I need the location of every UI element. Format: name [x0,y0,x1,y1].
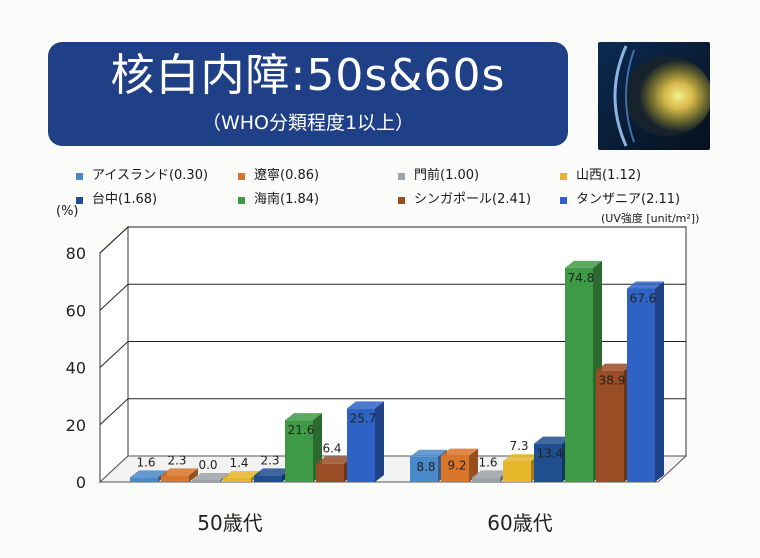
legend-swatch [560,196,567,204]
bar [410,456,438,482]
legend-label: 遼寧(0.86) [254,168,320,183]
data-label: 38.9 [599,374,626,388]
legend-swatch [238,196,245,204]
bar-side [375,401,384,482]
bar-top [627,281,664,289]
legend-label: 海南(1.84) [254,192,320,207]
gridline [99,398,686,426]
bar [534,443,562,482]
bar-top [316,456,353,464]
data-label: 74.8 [568,271,595,285]
legend-label: 台中(1.68) [92,192,158,207]
bar-side [189,468,198,482]
bar-top [565,260,602,268]
bar-side [469,448,478,482]
bar [503,461,531,482]
bar-top [130,470,167,478]
legend-label: 山西(1.12) [576,168,642,183]
data-label: 13.4 [537,447,564,461]
chart-title: 核白内障:50s&60s [110,50,506,101]
legend-swatch [238,172,245,180]
legend-swatch [76,196,83,204]
bar-top [441,448,478,456]
bar [223,477,251,482]
legend-item: 門前(1.00) [398,167,479,185]
x-category-label: 60歳代 [487,511,552,535]
legend-item: タンザニア(2.11) [560,191,680,209]
uv-intensity-label: (UV強度 [unit/m²]) [601,212,700,225]
bar [627,288,655,482]
y-tick-label: 40 [66,359,86,378]
y-axis-unit-label: (%) [56,204,79,219]
data-label: 1.6 [478,455,497,469]
data-label: 25.7 [350,411,377,425]
legend-label: シンガポール(2.41) [414,192,532,207]
legend-item: 遼寧(0.86) [238,167,319,185]
bar [596,370,624,482]
legend-item: 台中(1.68) [76,191,157,209]
legend-swatch [560,172,567,180]
data-label: 1.6 [136,455,155,469]
bar-top [161,468,198,476]
cataract-eye-image [598,42,710,150]
y-tick-label: 80 [66,244,86,263]
title-banner: 核白内障:50s&60s （WHO分類程度1以上） [48,42,568,146]
bar [316,463,344,482]
gridline [99,226,686,254]
y-tick-label: 20 [66,416,86,435]
gridline [99,283,686,311]
bar [472,477,500,482]
data-label: 8.8 [416,460,435,474]
data-label: 7.3 [509,439,528,453]
x-category-label: 50歳代 [197,511,262,535]
data-label: 9.2 [447,459,466,473]
data-label: 1.4 [229,456,248,470]
legend-item: 海南(1.84) [238,191,319,209]
eye-lens-photo [598,42,710,150]
data-label: 2.3 [167,453,186,467]
legend-item: アイスランド(0.30) [76,167,208,185]
bar [285,420,313,482]
legend-label: タンザニア(2.11) [576,192,681,207]
data-label: 67.6 [630,291,657,305]
legend-item: 山西(1.12) [560,167,641,185]
bar [130,477,158,482]
bar [441,455,469,482]
bar-top [254,468,291,476]
data-label: 0.0 [198,458,217,472]
bar [565,267,593,482]
bar-side [655,281,664,482]
data-label: 2.3 [260,453,279,467]
legend-swatch [398,196,405,204]
bar [192,480,220,482]
y-tick-label: 0 [76,473,86,492]
chart-subtitle: （WHO分類程度1以上） [201,112,415,134]
data-label: 6.4 [322,442,341,456]
bar [161,475,189,482]
legend-swatch [398,172,405,180]
bar-top [285,413,322,421]
bar-top [223,470,260,478]
legend-label: 門前(1.00) [414,168,480,183]
legend-swatch [76,172,83,180]
bar [254,475,282,482]
bar-top [534,436,571,444]
legend-label: アイスランド(0.30) [92,168,209,183]
y-tick-label: 60 [66,301,86,320]
gridline [99,341,686,368]
bar [347,408,375,482]
bar-top [347,401,384,409]
bar-top [596,363,633,371]
bar-top [472,470,509,478]
data-label: 21.6 [288,423,315,437]
bar-top [410,449,447,457]
bar-top [503,454,540,462]
legend-item: シンガポール(2.41) [398,191,531,209]
bar-top [192,473,229,480]
